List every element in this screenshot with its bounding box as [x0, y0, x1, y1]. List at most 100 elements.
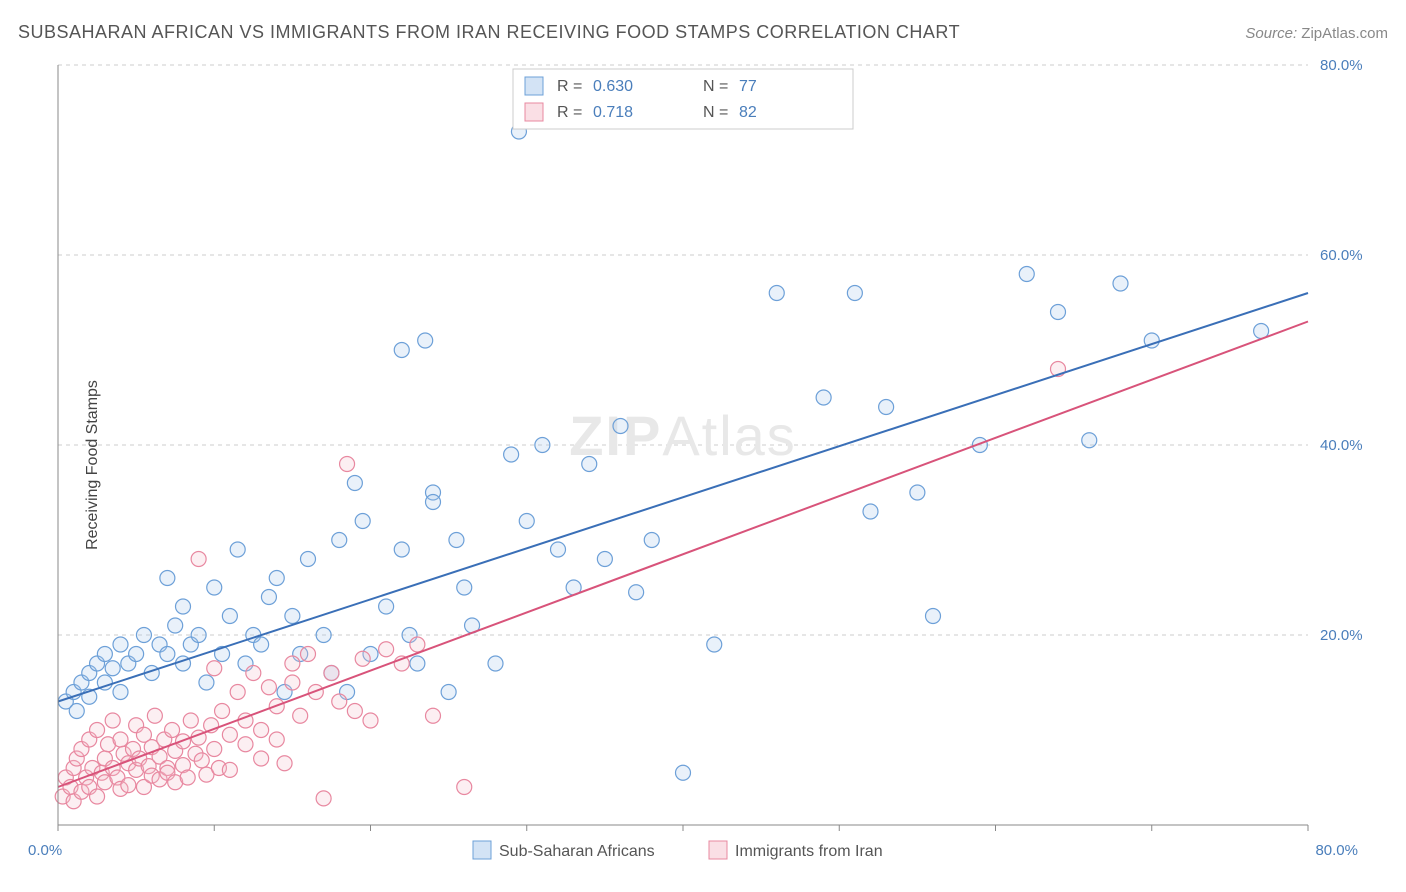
legend-swatch: [473, 841, 491, 859]
data-point: [613, 419, 628, 434]
data-point: [254, 751, 269, 766]
data-point: [168, 618, 183, 633]
data-point: [261, 680, 276, 695]
data-point: [394, 343, 409, 358]
y-tick-label: 60.0%: [1320, 247, 1363, 264]
data-point: [707, 637, 722, 652]
data-point: [355, 514, 370, 529]
data-point: [347, 704, 362, 719]
data-point: [160, 647, 175, 662]
data-point: [183, 713, 198, 728]
data-point: [277, 756, 292, 771]
data-point: [121, 778, 136, 793]
data-point: [1051, 305, 1066, 320]
data-point: [285, 609, 300, 624]
data-point: [254, 637, 269, 652]
stat-r-label: R =: [557, 78, 582, 95]
data-point: [194, 753, 209, 768]
data-point: [418, 333, 433, 348]
legend-label: Immigrants from Iran: [735, 843, 883, 860]
data-point: [215, 704, 230, 719]
data-point: [285, 675, 300, 690]
data-point: [1019, 267, 1034, 282]
data-point: [90, 789, 105, 804]
data-point: [926, 609, 941, 624]
data-point: [207, 742, 222, 757]
data-point: [394, 542, 409, 557]
data-point: [261, 590, 276, 605]
data-point: [582, 457, 597, 472]
chart-container: Receiving Food Stamps 20.0%40.0%60.0%80.…: [18, 55, 1388, 874]
source-value: ZipAtlas.com: [1301, 25, 1388, 42]
data-point: [332, 694, 347, 709]
scatter-chart: 20.0%40.0%60.0%80.0%0.0%80.0%ZIPAtlasR =…: [18, 55, 1388, 875]
data-point: [293, 708, 308, 723]
data-point: [222, 762, 237, 777]
legend-swatch: [525, 103, 543, 121]
data-point: [97, 647, 112, 662]
data-point: [449, 533, 464, 548]
data-point: [191, 628, 206, 643]
trend-line: [58, 322, 1308, 788]
data-point: [230, 542, 245, 557]
data-point: [113, 685, 128, 700]
data-point: [597, 552, 612, 567]
data-point: [847, 286, 862, 301]
data-point: [246, 666, 261, 681]
data-point: [519, 514, 534, 529]
data-point: [769, 286, 784, 301]
data-point: [230, 685, 245, 700]
stat-n-value: 77: [739, 78, 757, 95]
data-point: [90, 723, 105, 738]
stat-n-value: 82: [739, 104, 757, 121]
data-point: [113, 732, 128, 747]
data-point: [222, 727, 237, 742]
data-point: [254, 723, 269, 738]
data-point: [355, 651, 370, 666]
data-point: [269, 571, 284, 586]
data-point: [301, 647, 316, 662]
stat-r-value: 0.630: [593, 78, 633, 95]
chart-title: SUBSAHARAN AFRICAN VS IMMIGRANTS FROM IR…: [18, 22, 960, 43]
data-point: [410, 656, 425, 671]
data-point: [147, 708, 162, 723]
data-point: [426, 495, 441, 510]
y-tick-label: 80.0%: [1320, 57, 1363, 74]
trend-line: [58, 293, 1308, 702]
watermark: ZIPAtlas: [569, 404, 797, 467]
data-point: [1113, 276, 1128, 291]
data-point: [207, 661, 222, 676]
data-point: [426, 708, 441, 723]
data-point: [113, 637, 128, 652]
data-point: [379, 642, 394, 657]
data-point: [105, 713, 120, 728]
data-point: [379, 599, 394, 614]
x-tick-label: 0.0%: [28, 842, 62, 859]
data-point: [176, 599, 191, 614]
data-point: [644, 533, 659, 548]
data-point: [410, 637, 425, 652]
data-point: [441, 685, 456, 700]
data-point: [285, 656, 300, 671]
stat-r-label: R =: [557, 104, 582, 121]
legend-swatch: [709, 841, 727, 859]
data-point: [332, 533, 347, 548]
data-point: [676, 765, 691, 780]
source-label: Source:: [1245, 25, 1297, 42]
x-tick-label: 80.0%: [1315, 842, 1358, 859]
data-point: [863, 504, 878, 519]
data-point: [488, 656, 503, 671]
legend-swatch: [525, 77, 543, 95]
stat-n-label: N =: [703, 104, 728, 121]
data-point: [69, 704, 84, 719]
data-point: [129, 647, 144, 662]
data-point: [316, 628, 331, 643]
data-point: [629, 585, 644, 600]
data-point: [199, 675, 214, 690]
data-point: [457, 580, 472, 595]
data-point: [316, 791, 331, 806]
data-point: [879, 400, 894, 415]
legend-label: Sub-Saharan Africans: [499, 843, 655, 860]
data-point: [160, 571, 175, 586]
data-point: [301, 552, 316, 567]
